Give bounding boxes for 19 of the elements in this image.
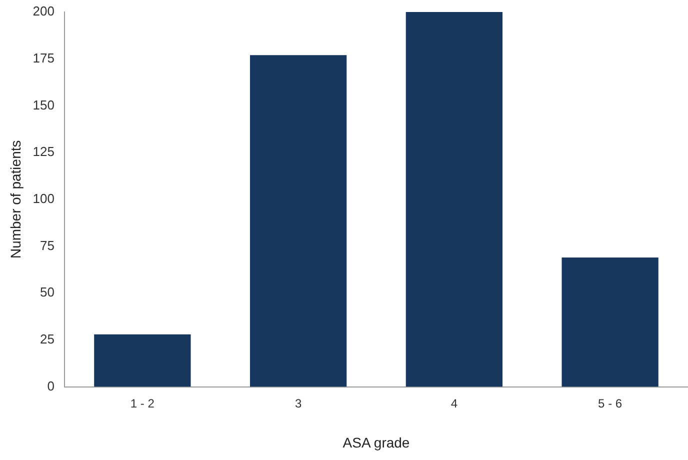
y-tick-label: 125 bbox=[32, 144, 54, 160]
y-tick-label: 175 bbox=[32, 50, 54, 66]
bar bbox=[562, 257, 658, 387]
y-tick-label: 200 bbox=[32, 4, 54, 19]
x-tick-label: 4 bbox=[450, 396, 458, 410]
y-axis-title: Number of patients bbox=[7, 140, 24, 259]
bar bbox=[406, 12, 503, 387]
y-tick-label: 50 bbox=[40, 284, 54, 300]
x-tick-label: 3 bbox=[294, 396, 302, 410]
x-tick-label: 1 - 2 bbox=[130, 396, 155, 410]
bar bbox=[94, 334, 191, 387]
x-tick-label: 5 - 6 bbox=[598, 396, 622, 410]
y-tick-label: 25 bbox=[40, 332, 54, 347]
x-axis-title: ASA grade bbox=[342, 434, 410, 450]
y-tick-label: 75 bbox=[40, 238, 54, 253]
y-tick-label: 150 bbox=[32, 97, 54, 112]
y-tick-label: 100 bbox=[32, 190, 54, 206]
y-tick-label: 0 bbox=[47, 378, 54, 394]
bar bbox=[250, 55, 347, 387]
